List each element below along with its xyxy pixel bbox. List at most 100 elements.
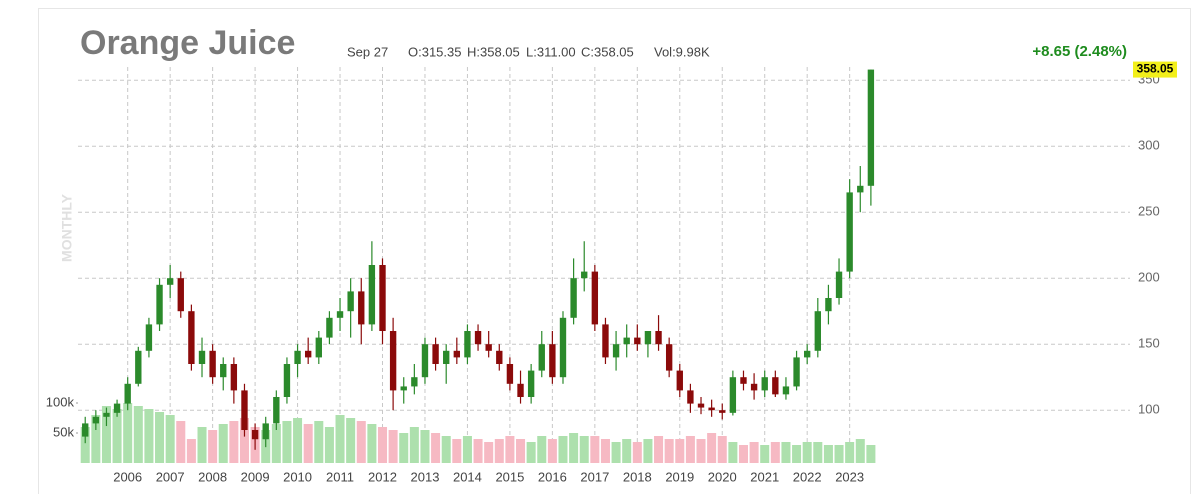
candle-body [251, 430, 259, 440]
volume-bar [452, 439, 462, 463]
candle-body [389, 331, 397, 391]
volume-bar [314, 421, 324, 463]
candle-body [326, 317, 333, 338]
candle-body [453, 350, 461, 358]
quote-volume: Vol:9.98K [654, 44, 710, 59]
quote-date: Sep 27 [347, 44, 388, 59]
chart-frame [38, 8, 1191, 494]
volume-bar [855, 439, 865, 463]
candle-body [283, 364, 291, 397]
volume-bar [813, 442, 823, 463]
volume-bar [569, 433, 579, 463]
candle-body [793, 357, 800, 387]
x-tick-label: 2008 [198, 469, 227, 484]
candle-body [347, 291, 354, 312]
volume-bar [293, 418, 303, 463]
candle-body [262, 423, 269, 440]
candle-body [304, 350, 312, 358]
candle-body [464, 331, 471, 358]
volume-bar [303, 424, 313, 463]
candle-body [358, 291, 365, 325]
candle-body [103, 412, 110, 417]
volume-bar [505, 436, 515, 463]
volume-bar [367, 424, 377, 463]
candle-body [527, 370, 535, 397]
quote-close: C:358.05 [581, 44, 634, 59]
volume-bar [770, 442, 780, 463]
x-tick-label: 2020 [708, 469, 737, 484]
volume-bar [632, 442, 642, 463]
x-tick-label: 2011 [326, 469, 354, 484]
candle-body [156, 284, 163, 325]
candle-body [591, 271, 599, 325]
y-tick-label: 100 [1138, 402, 1160, 417]
y-tick-label: 300 [1138, 138, 1160, 153]
volume-bar [654, 436, 664, 463]
volume-bar [664, 439, 674, 463]
candle-body [188, 311, 195, 364]
x-tick-label: 2006 [113, 469, 142, 484]
volume-bar [792, 445, 802, 463]
candle-body [570, 278, 577, 318]
volume-bar [462, 436, 472, 463]
volume-bar [802, 442, 812, 463]
y2-tick-label: 50k [53, 424, 74, 439]
volume-bar [239, 418, 249, 463]
candle-body [697, 403, 705, 408]
volume-bar [494, 439, 504, 463]
candle-body [719, 410, 726, 413]
volume-bar [600, 439, 610, 463]
volume-bar [123, 403, 133, 463]
candle-body [559, 317, 567, 378]
volume-bar [760, 445, 770, 463]
volume-bar [611, 442, 621, 463]
volume-bar [388, 430, 398, 463]
volume-bar [155, 412, 165, 463]
candle-body [740, 377, 747, 384]
x-tick-label: 2012 [368, 469, 397, 484]
volume-bar [516, 439, 526, 463]
candle-body [687, 390, 694, 404]
candle-body [538, 344, 545, 371]
candle-body [581, 271, 588, 279]
volume-bar [547, 439, 557, 463]
volume-bar [866, 445, 876, 463]
volume-bar [643, 439, 653, 463]
x-tick-label: 2007 [156, 469, 185, 484]
volume-bar [144, 409, 154, 463]
candle-body [549, 344, 556, 378]
volume-bar [101, 406, 111, 463]
volume-bar [431, 433, 441, 463]
candle-body [517, 383, 524, 397]
candle-body [761, 377, 768, 391]
volume-bar [749, 442, 759, 463]
candle-body [411, 377, 418, 387]
volume-bar [80, 427, 90, 463]
x-tick-label: 2010 [283, 469, 312, 484]
volume-bar [165, 415, 175, 463]
candle-body [835, 271, 843, 298]
volume-bar [377, 427, 388, 463]
volume-bar [399, 433, 409, 463]
volume-bar [622, 439, 632, 463]
volume-bar [558, 436, 568, 463]
quote-low: L:311.00 [526, 44, 576, 59]
volume-bar [218, 424, 228, 463]
volume-bar [420, 430, 430, 463]
volume-bar [823, 445, 833, 463]
volume-bar [208, 430, 218, 463]
volume-bar [229, 421, 239, 463]
last-price-label: 358.05 [1137, 62, 1174, 76]
volume-bar [526, 442, 536, 463]
volume-bar [781, 442, 791, 463]
x-tick-label: 2009 [241, 469, 270, 484]
volume-bar [590, 436, 600, 463]
volume-bar [409, 427, 419, 463]
x-tick-label: 2022 [793, 469, 822, 484]
candle-body [92, 416, 100, 424]
candle-body [496, 350, 503, 364]
x-tick-label: 2017 [580, 469, 609, 484]
volume-bar [282, 421, 292, 463]
volume-bar [579, 436, 589, 463]
